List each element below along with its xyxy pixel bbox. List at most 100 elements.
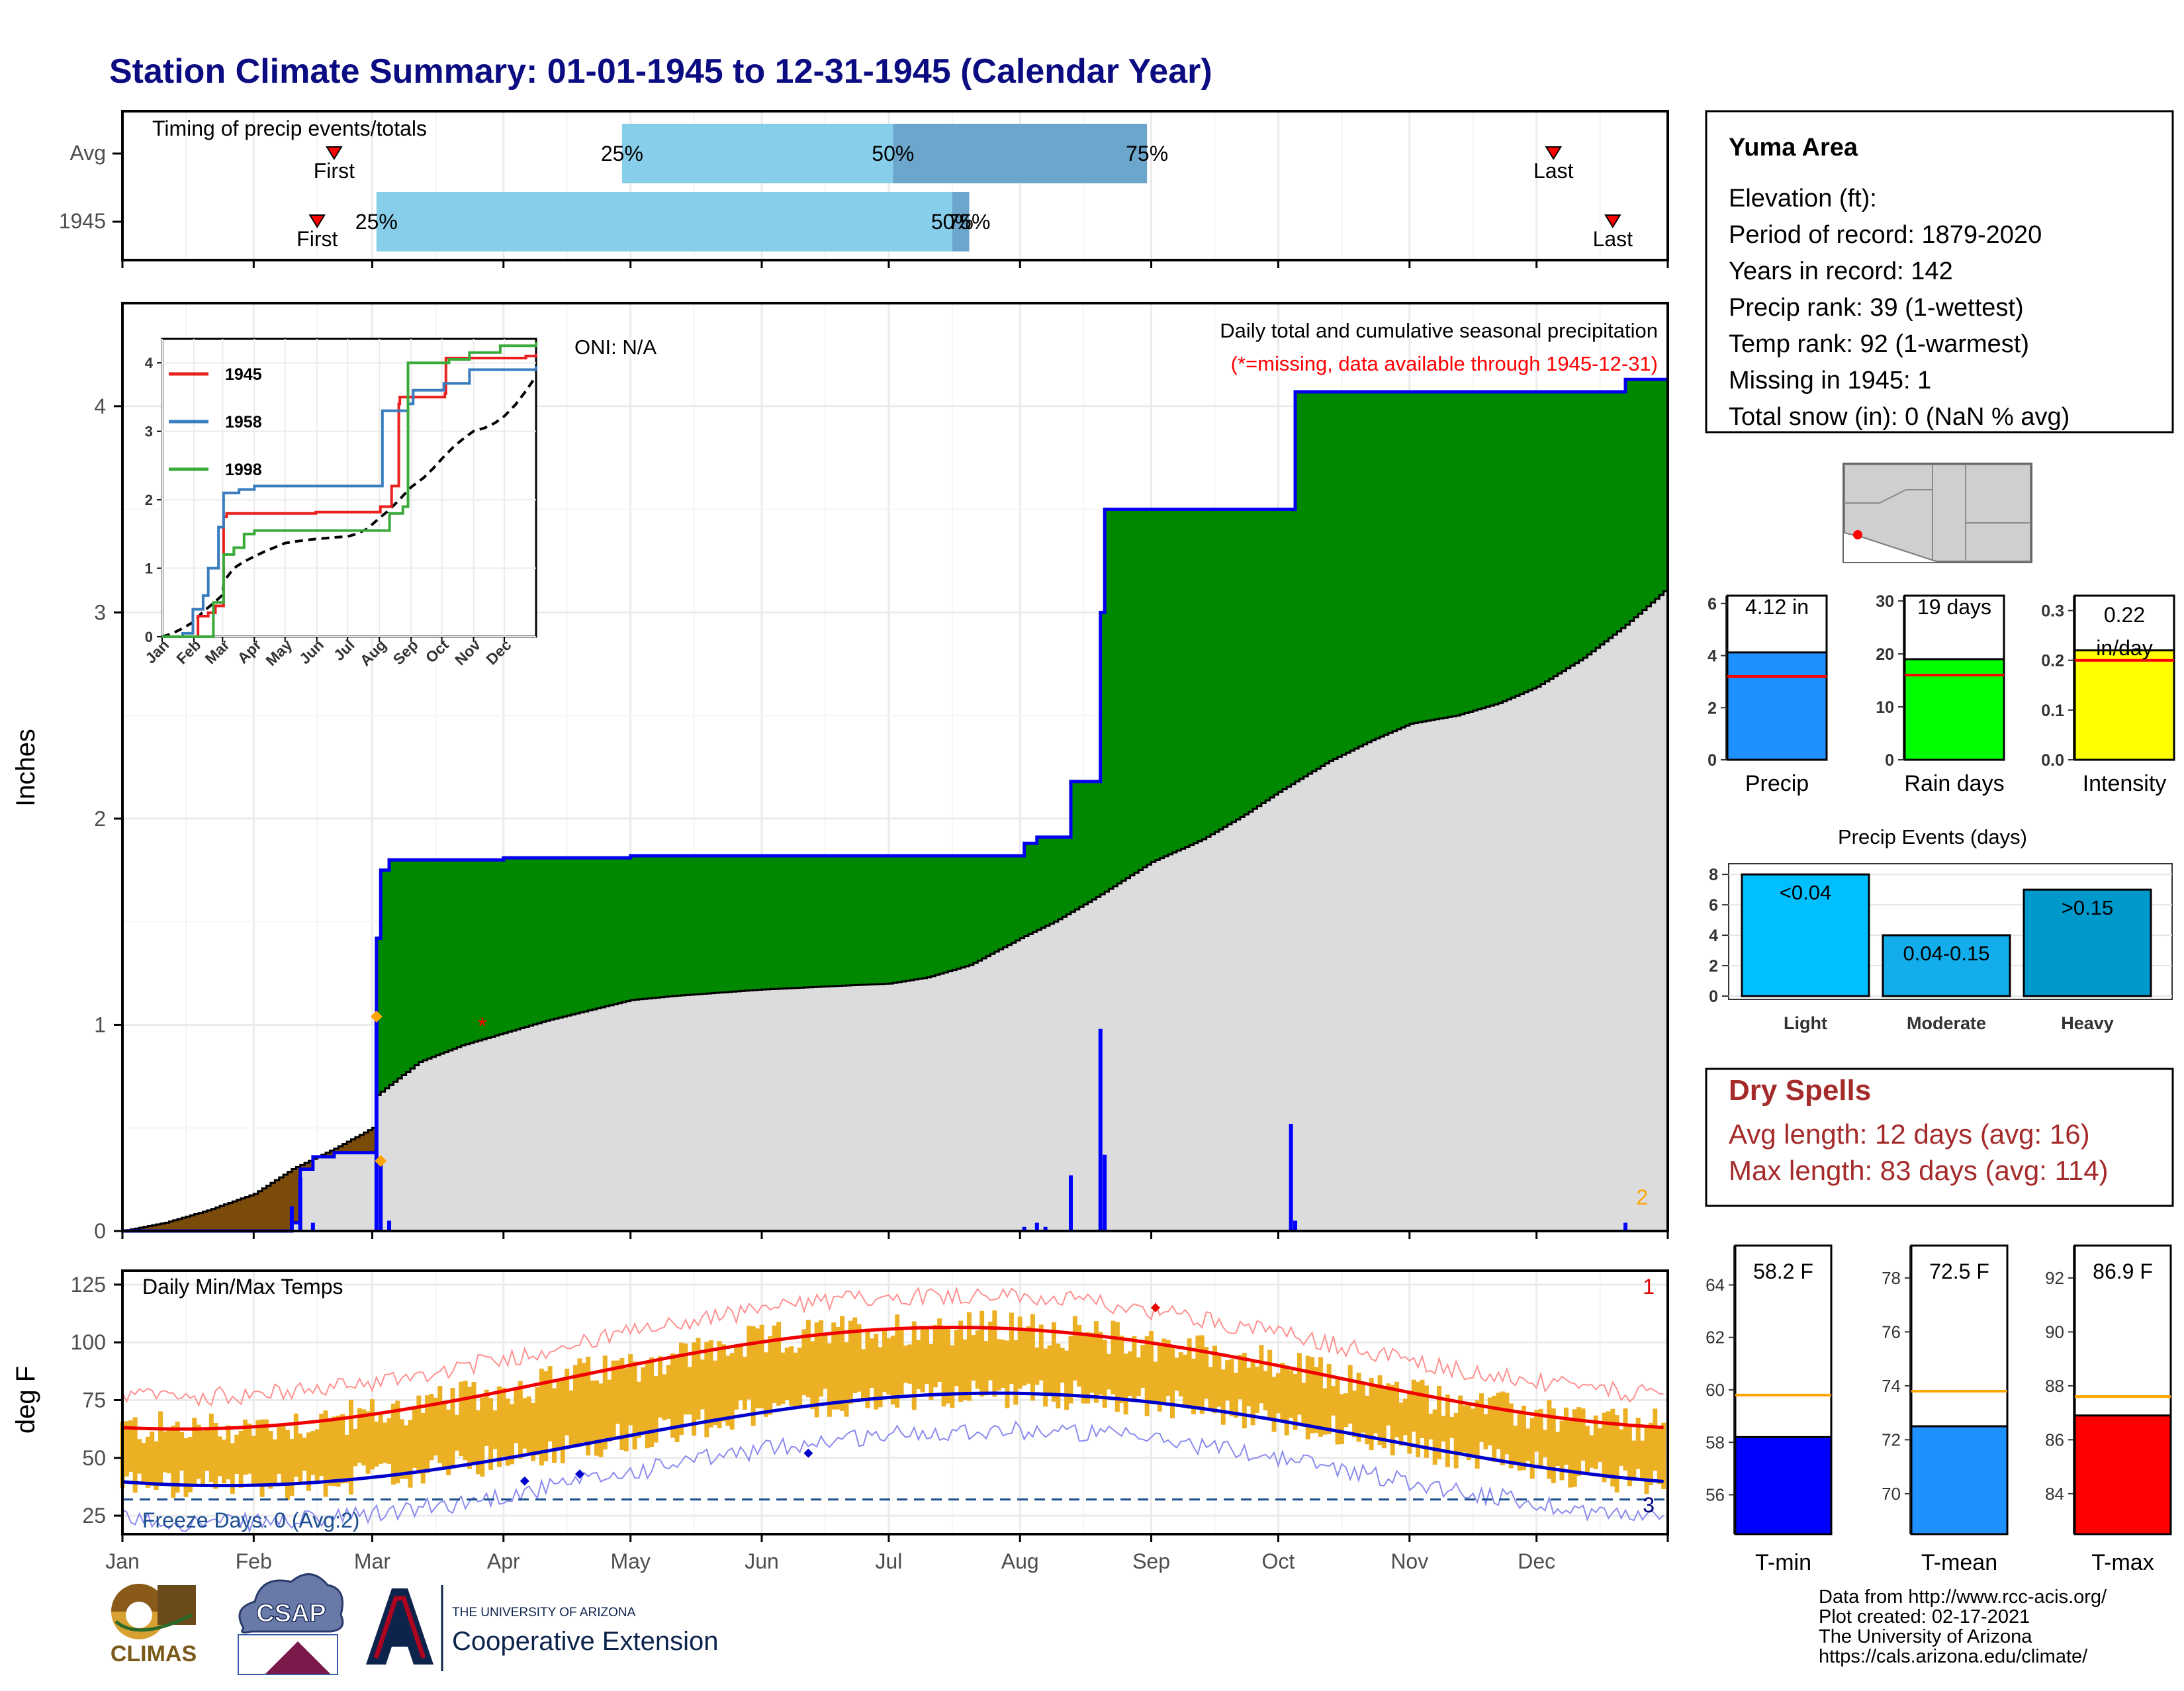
precip-ytick-label: 0	[94, 1219, 106, 1243]
summary-bar-ytick-label: 10	[1876, 698, 1894, 717]
month-label: Dec	[1518, 1549, 1555, 1573]
temp-ytick-label: 125	[71, 1273, 106, 1297]
events-bar-range: 0.04-0.15	[1903, 942, 1990, 965]
temp-summary-ytick-label: 72	[1882, 1430, 1901, 1449]
summary-bar-ytick-label: 2	[1707, 699, 1717, 717]
daily-precip-bar	[387, 1220, 392, 1231]
month-axis: Jan Feb Mar Apr May Jun Jul Aug Sep Oct Nov Dec	[105, 1534, 1669, 1573]
temp-summary-value-label: 86.9 F	[2093, 1259, 2153, 1283]
locator-map	[1843, 463, 2032, 563]
inset-series-line	[162, 366, 537, 638]
temp-ytick-label: 50	[82, 1446, 106, 1470]
daily-precip-bar	[1043, 1226, 1048, 1231]
avg-cumulative-line	[122, 587, 1669, 1232]
first-event-label: First	[296, 227, 338, 251]
daily-precip-bar	[1098, 1028, 1103, 1231]
dry-spells-title: Dry Spells	[1729, 1074, 1871, 1107]
last-event-marker	[1545, 146, 1563, 160]
temp-summary-label: T-mean	[1921, 1550, 1997, 1575]
summary-bar-ytick-label: 0.1	[2041, 702, 2064, 720]
events-bar	[1741, 873, 1870, 997]
timing-month-ticks	[113, 152, 1669, 268]
temp-ytick-label: 75	[82, 1389, 106, 1412]
events-ytick-label: 2	[1709, 957, 1718, 976]
station-info-lines: Elevation (ft): Period of record: 1879-20…	[1729, 185, 2070, 431]
normal-low-line	[122, 1391, 1664, 1488]
month-label: Aug	[1001, 1549, 1039, 1573]
events-ytick-label: 4	[1709, 927, 1718, 945]
daily-precip-bar	[298, 1177, 302, 1231]
summary-bar-ytick-label: 0.3	[2041, 602, 2064, 621]
precip-events-title: Precip Events (days)	[1838, 825, 2027, 848]
credit-line: https://cals.arizona.edu/climate/	[1819, 1646, 2088, 1667]
events-bar-label: Heavy	[2061, 1013, 2114, 1033]
events-bar	[2023, 888, 2152, 997]
record-low-line	[122, 1420, 1664, 1534]
timing-bar-50-75	[893, 124, 1148, 183]
p75-label: 75%	[1126, 142, 1168, 165]
station-info-line: Precip rank: 39 (1-wettest)	[1729, 294, 2024, 322]
summary-bar-ytick-label: 4	[1707, 647, 1717, 666]
precip-note: Daily total and cumulative seasonal prec…	[1220, 319, 1658, 342]
inset-ytick-label: 0	[145, 629, 153, 645]
precip-missing-note: (*=missing, data available through 1945-…	[1231, 352, 1658, 375]
csap-logo: CSAP	[238, 1573, 344, 1675]
precip-ytick-label: 2	[94, 807, 106, 831]
events-bar-label: Light	[1784, 1013, 1827, 1033]
station-info-line: Missing in 1945: 1	[1729, 367, 1931, 394]
p25-label: 25%	[355, 210, 398, 234]
daily-precip-bar	[1068, 1175, 1073, 1231]
climas-logo: CLIMAS	[111, 1584, 197, 1667]
summary-bar-ytick-label: 6	[1707, 595, 1717, 614]
timing-bar-25-50	[376, 192, 952, 251]
month-label: Oct	[1262, 1549, 1295, 1573]
daily-precip-bar	[1034, 1222, 1039, 1231]
last-event-marker	[1604, 214, 1621, 228]
first-event-marker	[326, 146, 343, 160]
temp-summary-ytick-label: 70	[1882, 1484, 1901, 1504]
first-event-marker	[308, 214, 326, 228]
credit-line: Data from http://www.rcc-acis.org/	[1819, 1586, 2107, 1608]
month-label: Feb	[236, 1549, 272, 1573]
temp-summary-ytick-label: 74	[1882, 1376, 1901, 1396]
precip-events-bars: 0 2 4 6 8 <0.04 Light 0.04-0.15 Moderate >0.15 Hea…	[1709, 866, 2172, 1033]
timing-label: Timing of precip events/totals	[152, 116, 427, 140]
station-info-line: Period of record: 1879-2020	[1729, 221, 2042, 249]
month-label: Jun	[745, 1549, 779, 1573]
precip-events-chart: Precip Events (days) 0 2 4 6 8 <0.04 Light 0.04…	[1709, 825, 2173, 1033]
normal-high-line	[122, 1326, 1664, 1431]
inset-avg-line	[161, 375, 537, 638]
precip-ytick-label: 1	[94, 1013, 106, 1036]
temp-summary-ytick-label: 76	[1882, 1322, 1901, 1342]
temp-summary-ytick-label: 88	[2045, 1376, 2064, 1396]
summary-bar-value-label: 4.12 in	[1745, 595, 1809, 619]
temp-summary-fill	[1910, 1425, 2009, 1535]
inset-series-line	[162, 342, 537, 638]
inset-ytick-label: 2	[145, 492, 153, 508]
temp-summary-ytick-label: 56	[1706, 1485, 1725, 1505]
missing-data-marker: *	[478, 1012, 487, 1039]
summary-bar-ytick-label: 0	[1707, 751, 1717, 770]
month-label: Apr	[487, 1549, 520, 1573]
events-bar	[1882, 934, 2011, 997]
daily-precip-bar	[310, 1222, 315, 1231]
daily-precip-bar	[379, 1163, 383, 1231]
summary-bar-value-label: 19 days	[1917, 595, 1991, 619]
temp-summary-ytick-label: 86	[2045, 1430, 2064, 1449]
dry-spells-box: Dry Spells Avg length: 12 days (avg: 16)…	[1705, 1068, 2174, 1207]
university-of-arizona-logo: THE UNIVERSITY OF ARIZONA Cooperative Ex…	[366, 1585, 718, 1671]
timing-row-avg-label: Avg	[69, 141, 106, 165]
record-high-marker	[1150, 1303, 1160, 1312]
temp-summary-fill	[1734, 1436, 1833, 1535]
precip-corner-number: 2	[1636, 1185, 1648, 1209]
last-event-label: Last	[1533, 159, 1574, 183]
summary-bar-ytick-label: 0.2	[2041, 652, 2064, 670]
precip-y-axis: 0 1 2 3 4	[94, 394, 1669, 1243]
precip-ytick-label: 3	[94, 600, 106, 624]
temp-summary-ytick-label: 60	[1706, 1380, 1725, 1400]
temp-y-axis-label: deg F	[11, 1366, 40, 1434]
temp-ytick-label: 100	[71, 1330, 106, 1354]
temp-corner-1: 1	[1643, 1275, 1655, 1299]
temp-summary-label: T-min	[1755, 1550, 1811, 1575]
